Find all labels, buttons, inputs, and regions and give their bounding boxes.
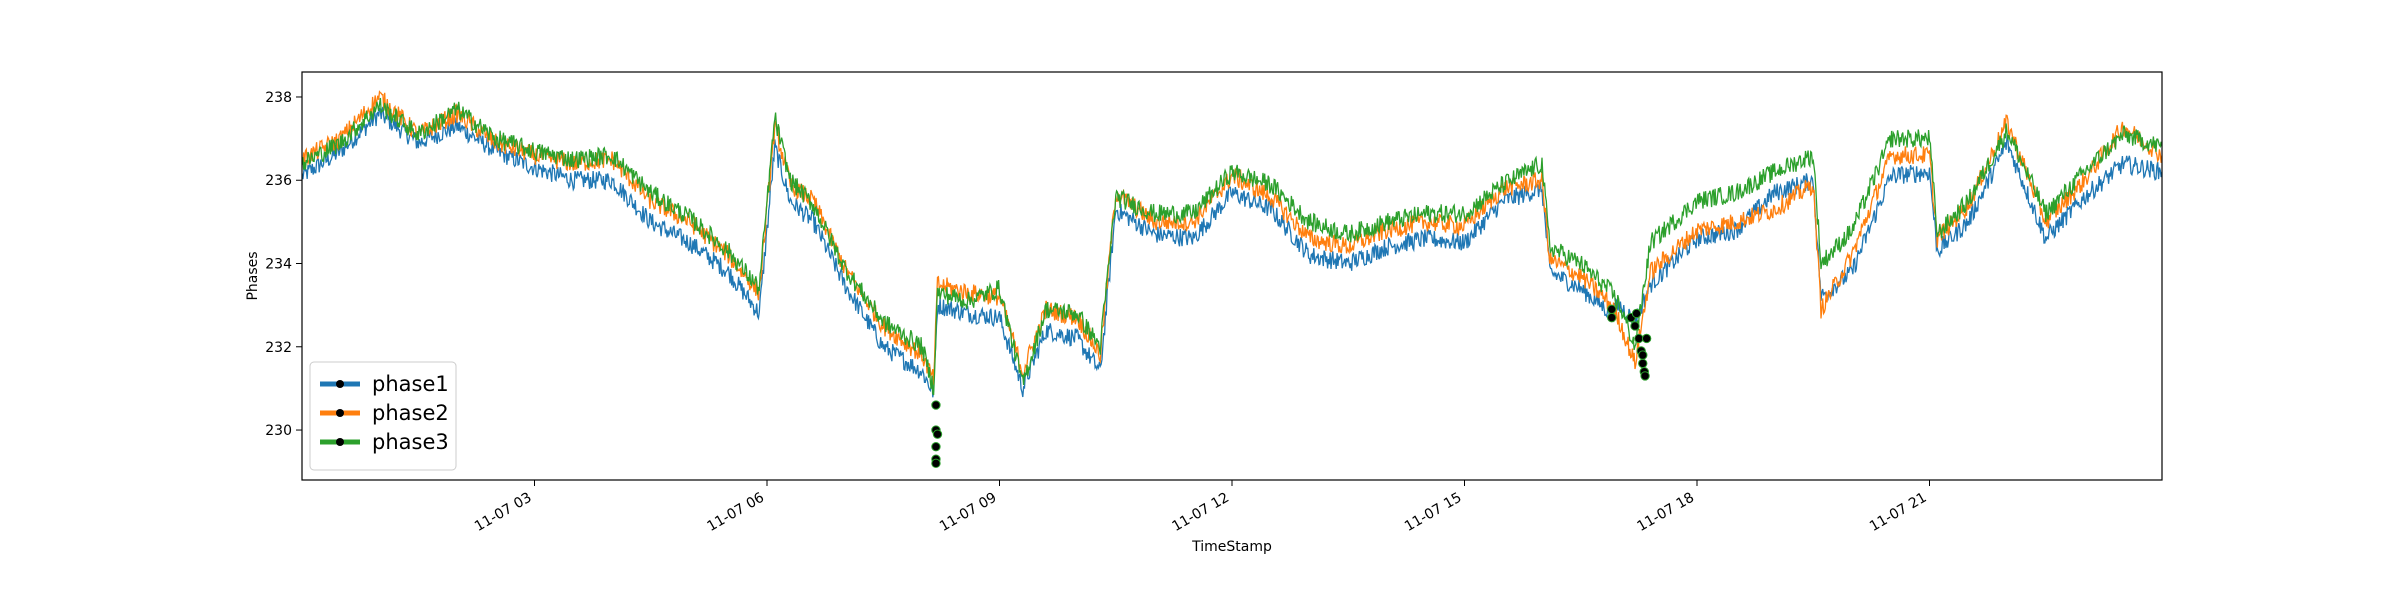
data-point-marker [1607,304,1617,315]
legend-marker-phase2 [336,409,344,417]
data-point-marker [1631,308,1642,319]
data-point-marker [1641,333,1652,344]
plot-frame [301,71,2163,481]
data-point-marker [931,400,941,410]
legend-marker-phase3 [336,438,344,446]
x-tick-label: 11-07 18 [1634,490,1697,535]
x-tick-label: 11-07 21 [1867,490,1930,535]
y-tick-label: 236 [265,173,292,189]
legend: phase1 phase2 phase3 [309,361,457,471]
legend-label-phase1: phase1 [372,372,449,396]
x-tick-label: 11-07 15 [1402,490,1465,535]
x-tick-label: 11-07 06 [704,490,767,535]
data-point-marker [1607,312,1617,323]
data-point-marker [932,429,943,439]
y-tick-label: 234 [265,257,292,273]
marker-layer [931,304,1652,469]
y-axis-label: Phases [245,251,261,300]
y-tick-label: 238 [265,90,292,106]
data-point-marker [1638,350,1648,360]
y-tick-label: 230 [265,423,292,439]
data-point-marker [1634,333,1644,344]
y-axis: 230 232 234 236 238 [265,90,302,439]
series-line-phase3 [302,97,2162,396]
series-line-phase2 [302,90,2162,385]
x-axis-label: TimeStamp [1191,539,1272,555]
x-tick-label: 11-07 09 [937,490,1000,535]
x-tick-label: 11-07 03 [472,490,535,535]
data-point-marker [1638,358,1648,369]
legend-marker-phase1 [336,380,344,388]
data-point-marker [931,458,941,469]
legend-label-phase2: phase2 [372,401,449,425]
series-layer [302,90,2162,398]
x-axis: 11-07 03 11-07 06 11-07 09 11-07 12 11-07 15… [472,480,1930,535]
series-line-phase1 [302,106,2162,398]
data-point-marker [1630,321,1640,331]
data-point-marker [1640,371,1650,381]
x-tick-label: 11-07 12 [1169,490,1232,535]
legend-label-phase3: phase3 [372,430,449,454]
y-tick-label: 232 [265,340,292,356]
data-point-marker [931,441,941,452]
